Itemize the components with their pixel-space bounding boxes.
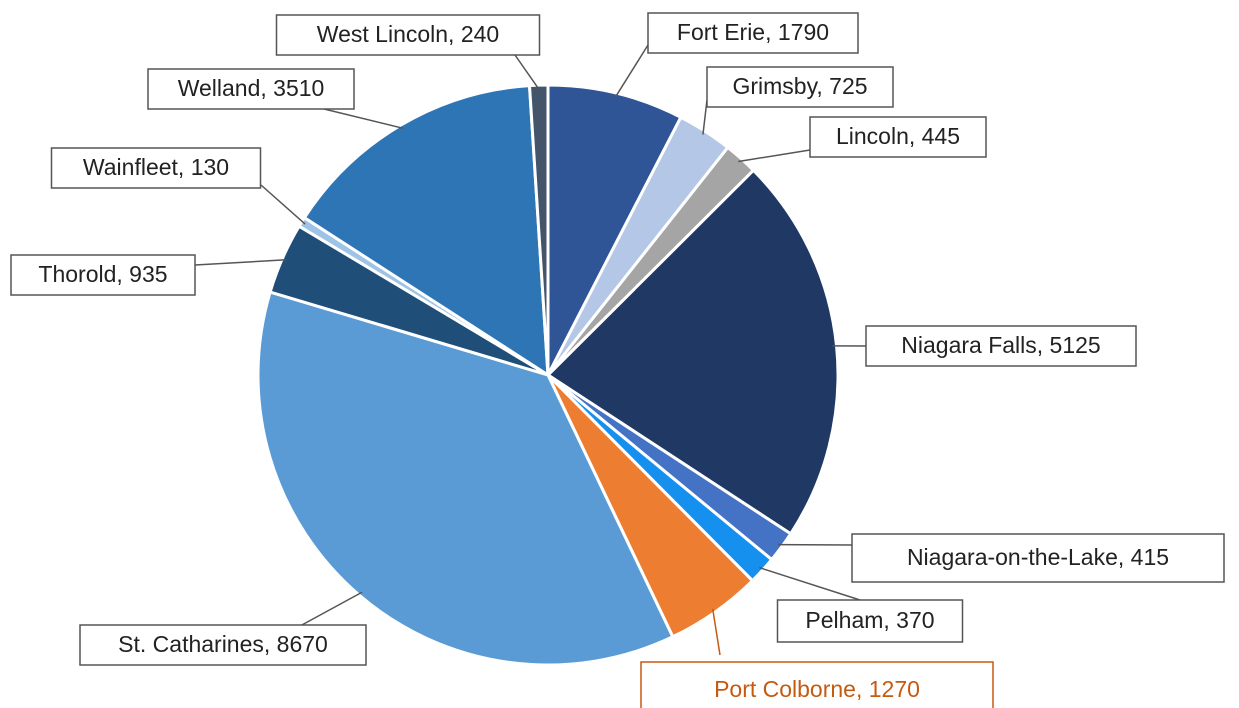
label-box [79,624,367,666]
data-label: Welland, 3510 [178,75,325,101]
pie-slice [546,83,683,376]
leader-line [514,54,540,90]
label-box [50,147,262,189]
leader-line [614,44,649,98]
leader-line [194,259,287,266]
label-box [706,66,894,108]
data-label: Fort Erie, 1790 [677,19,829,45]
leader-line [711,608,721,656]
data-label: Thorold, 935 [38,261,167,287]
label-box [10,254,196,296]
data-label: Pelham, 370 [805,607,934,633]
leader-line [319,107,404,130]
label-box [275,14,541,56]
pie-slice [527,83,550,376]
data-label: Niagara Falls, 5125 [901,332,1100,358]
label-box [647,12,859,54]
data-label: West Lincoln, 240 [317,21,499,47]
label-box [640,661,994,708]
leader-line [759,566,861,601]
leader-line [299,591,363,627]
label-box [851,533,1225,583]
data-label: Port Colborne, 1270 [714,676,920,702]
data-label: Niagara-on-the-Lake, 415 [907,544,1169,570]
leader-line [260,184,306,225]
label-box [147,68,355,110]
pie-slice [302,83,550,378]
data-label: Lincoln, 445 [836,123,960,149]
data-label: St. Catharines, 8670 [118,631,328,657]
data-label: Grimsby, 725 [732,73,867,99]
label-box [776,599,964,643]
data-label: Wainfleet, 130 [83,154,229,180]
label-box [809,116,987,158]
label-box [865,325,1137,367]
leader-line [738,149,811,163]
pie-slice [256,290,675,667]
